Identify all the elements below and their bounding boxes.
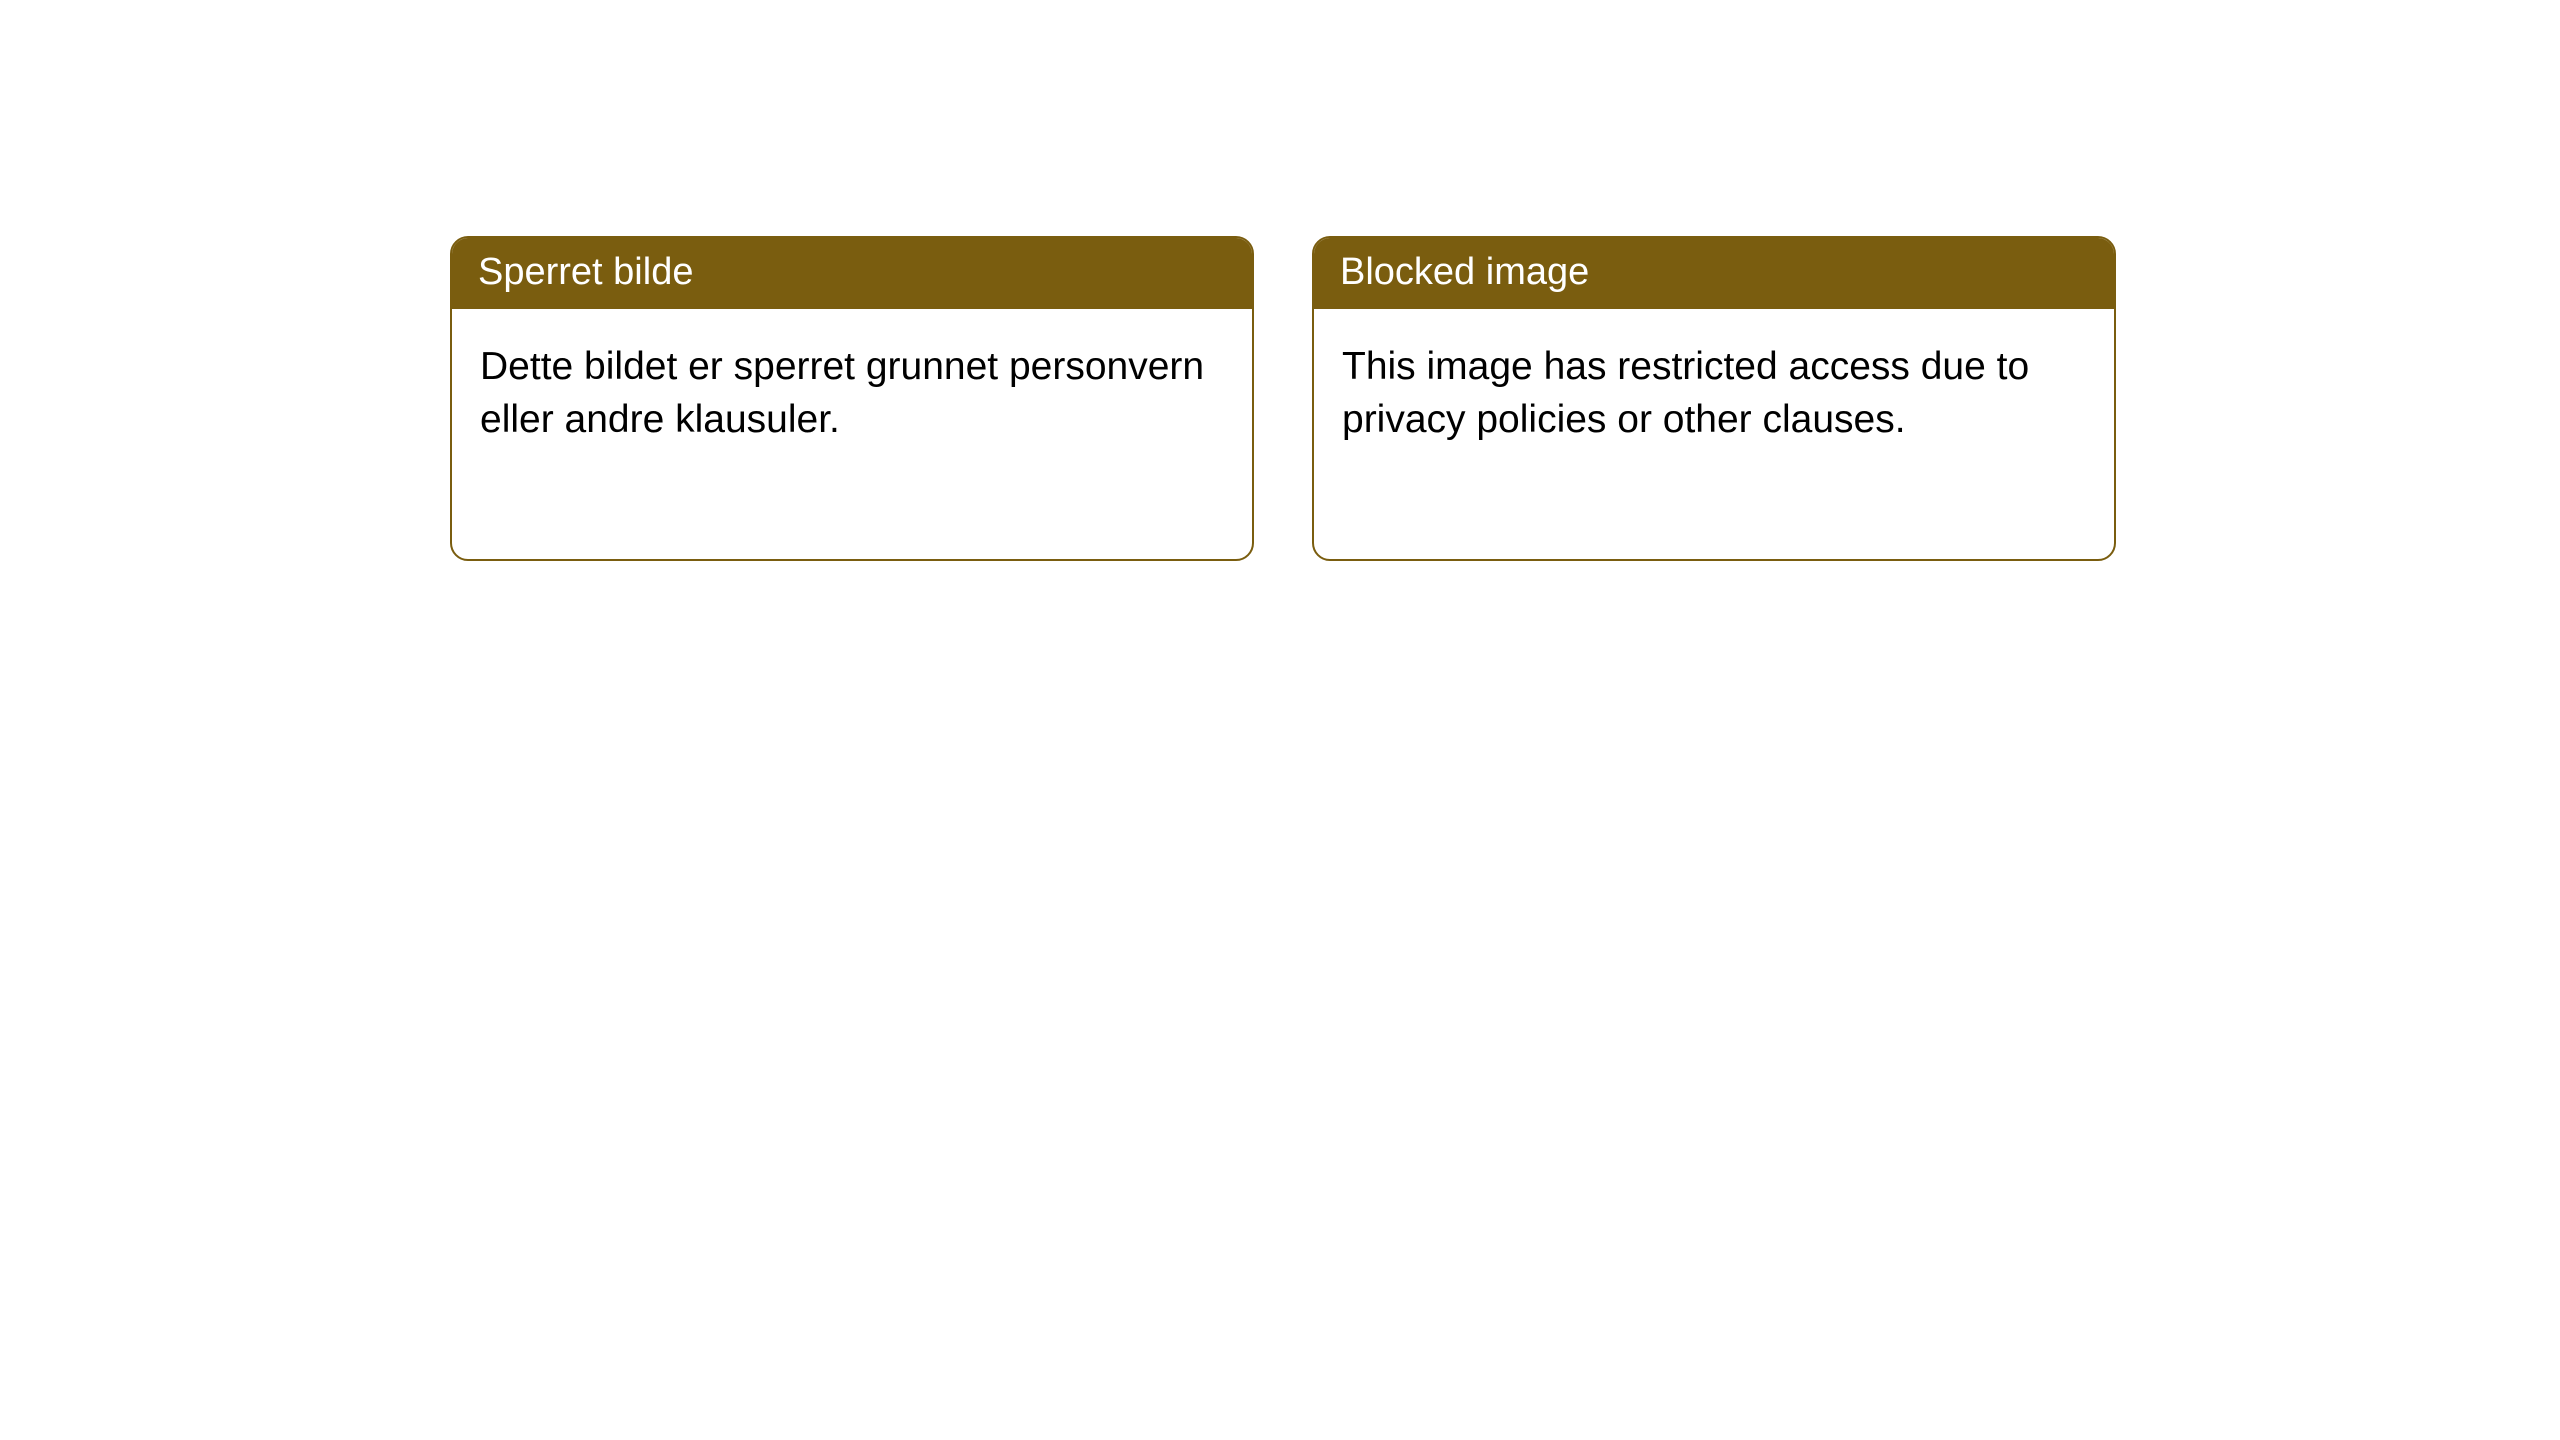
notice-card-norwegian: Sperret bilde Dette bildet er sperret gr… <box>450 236 1254 561</box>
card-body: This image has restricted access due to … <box>1314 309 2114 559</box>
card-header: Blocked image <box>1314 238 2114 309</box>
card-body: Dette bildet er sperret grunnet personve… <box>452 309 1252 559</box>
notice-card-english: Blocked image This image has restricted … <box>1312 236 2116 561</box>
notice-container: Sperret bilde Dette bildet er sperret gr… <box>0 0 2560 561</box>
card-header: Sperret bilde <box>452 238 1252 309</box>
